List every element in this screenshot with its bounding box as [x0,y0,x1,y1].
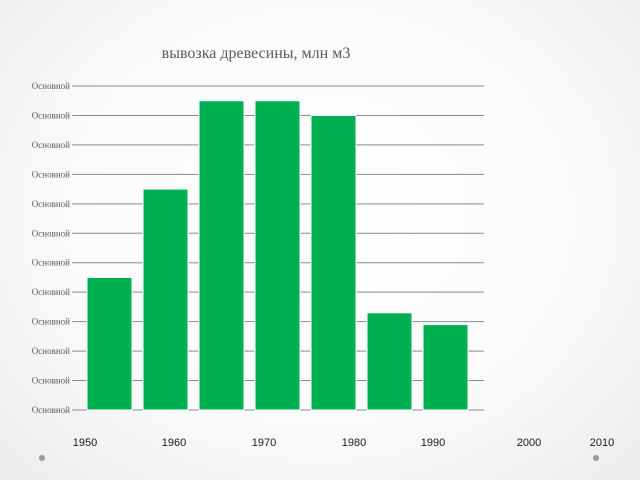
y-tick-label: Основной [32,81,70,91]
x-tick-label: 1960 [162,437,186,449]
right-nav-dot [593,455,599,461]
bar [142,188,189,411]
y-tick-label: Основной [32,110,70,120]
bar [198,100,245,411]
x-tick-label: 1980 [342,437,366,449]
bar [86,276,133,411]
bar [254,100,301,411]
bar [422,324,469,411]
y-tick-label: Основной [32,405,70,415]
left-nav-dot [39,455,45,461]
y-tick-label: Основной [32,376,70,386]
x-tick-label: 1970 [252,437,276,449]
y-axis-tick-labels: Основной Основной Основной Основной Основной… [32,81,70,415]
x-axis-tick-labels: 1950 1960 1970 1980 1990 2000 2010 [73,437,614,449]
y-tick-label: Основной [32,199,70,209]
y-tick-label: Основной [32,140,70,150]
y-tick-label: Основной [32,317,70,327]
y-tick-label: Основной [32,346,70,356]
y-tick-label: Основной [32,258,70,268]
x-tick-label: 1950 [73,437,97,449]
chart-title: вывозка древесины, млн м3 [162,45,351,62]
x-tick-label: 2010 [590,437,614,449]
bars [86,100,469,411]
y-tick-label: Основной [32,228,70,238]
bar [366,312,413,411]
x-tick-label: 1990 [421,437,445,449]
bar [310,114,357,411]
y-tick-label: Основной [32,287,70,297]
x-tick-label: 2000 [517,437,541,449]
y-tick-label: Основной [32,169,70,179]
